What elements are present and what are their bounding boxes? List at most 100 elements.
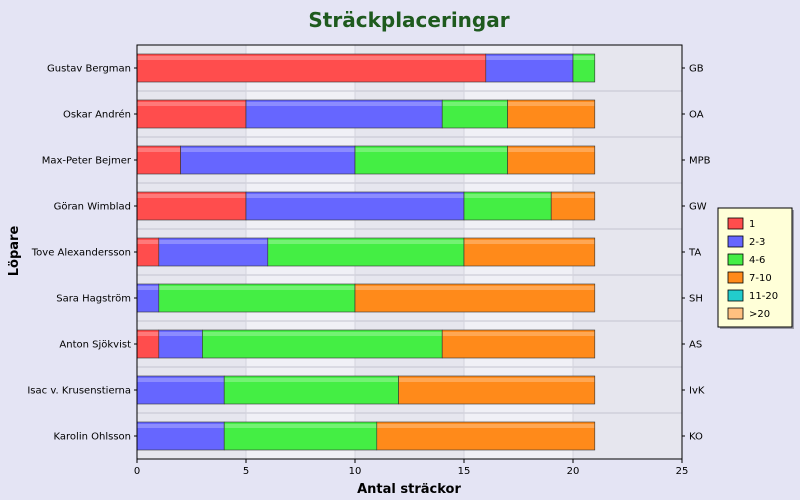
- category-label: Gustav Bergman: [47, 64, 131, 75]
- bar-highlight: [137, 424, 224, 428]
- bar-segment: [354, 283, 596, 313]
- bar-segment: [441, 329, 596, 359]
- legend-swatch: [727, 235, 744, 248]
- bar-highlight: [224, 424, 377, 428]
- bar-highlight: [399, 378, 595, 382]
- category-label: Karolin Ohlsson: [54, 432, 131, 443]
- category-label: Sara Hagström: [56, 294, 131, 305]
- bar-segment: [398, 375, 596, 405]
- bar-segment: [223, 375, 399, 405]
- bar-segment: [158, 237, 269, 267]
- bar-segment: [441, 99, 508, 129]
- legend-label: 1: [749, 219, 755, 230]
- bar-highlight: [551, 194, 595, 198]
- right-category-label: TA: [688, 248, 701, 259]
- bar-highlight: [508, 102, 595, 106]
- bar-segment: [572, 53, 596, 83]
- bar-segment: [245, 99, 443, 129]
- x-tick-label: 20: [567, 466, 580, 477]
- plot-frame: [136, 44, 683, 460]
- right-category-label: OA: [689, 110, 704, 121]
- legend-label: >20: [749, 309, 770, 320]
- category-label: Tove Alexandersson: [31, 248, 131, 259]
- legend-swatch: [727, 307, 744, 320]
- bar-segment: [376, 421, 596, 451]
- bar-highlight: [442, 332, 595, 336]
- chart-title: Sträckplaceringar: [308, 8, 509, 32]
- bar-highlight: [137, 194, 246, 198]
- bar-highlight: [464, 240, 595, 244]
- bar-highlight: [246, 102, 442, 106]
- bar-segment: [136, 53, 487, 83]
- bar-highlight: [137, 378, 224, 382]
- legend-swatch: [727, 253, 744, 266]
- bar-segment: [550, 191, 596, 221]
- right-category-label: IvK: [689, 386, 705, 397]
- category-label: Isac v. Krusenstierna: [27, 386, 131, 397]
- bar-highlight: [246, 194, 464, 198]
- legend-swatch: [727, 217, 744, 230]
- right-category-label: GW: [689, 202, 707, 213]
- bar-highlight: [573, 56, 595, 60]
- x-tick-label: 0: [134, 466, 140, 477]
- bar-segment: [136, 375, 225, 405]
- bar-segment: [136, 99, 247, 129]
- bar-highlight: [464, 194, 551, 198]
- bar-segment: [507, 145, 596, 175]
- bar-highlight: [137, 286, 159, 290]
- bar-highlight: [355, 286, 595, 290]
- bar-segment: [223, 421, 378, 451]
- bar-highlight: [377, 424, 595, 428]
- bar-highlight: [202, 332, 442, 336]
- bar-highlight: [137, 102, 246, 106]
- bar-segment: [136, 191, 247, 221]
- bar-highlight: [159, 332, 202, 336]
- category-label: Max-Peter Bejmer: [42, 156, 132, 167]
- legend-label: 4-6: [749, 255, 765, 266]
- axes: Gustav Bergman GB Oskar Andrén OA Max-Peter …: [27, 44, 711, 477]
- bar-highlight: [137, 332, 159, 336]
- bar-series: [136, 53, 596, 451]
- bar-segment: [245, 191, 465, 221]
- right-category-label: KO: [689, 432, 703, 443]
- legend-swatch: [727, 271, 744, 284]
- legend-label: 2-3: [749, 237, 765, 248]
- bar-segment: [136, 421, 225, 451]
- bar-highlight: [159, 286, 355, 290]
- bar-highlight: [181, 148, 355, 152]
- x-tick-label: 25: [676, 466, 689, 477]
- bar-highlight: [355, 148, 508, 152]
- bar-highlight: [137, 240, 159, 244]
- y-axis-title: Löpare: [7, 226, 22, 277]
- right-category-label: GB: [689, 64, 704, 75]
- x-tick-label: 15: [458, 466, 471, 477]
- legend: 1 2-3 4-6 7-10 11-20 >20: [717, 207, 794, 329]
- x-tick-label: 10: [349, 466, 362, 477]
- category-label: Anton Sjökvist: [59, 340, 131, 351]
- bar-segment: [180, 145, 356, 175]
- bar-highlight: [268, 240, 464, 244]
- bar-segment: [463, 237, 596, 267]
- bar-highlight: [137, 148, 181, 152]
- bar-segment: [507, 99, 596, 129]
- legend-label: 7-10: [749, 273, 772, 284]
- bar-highlight: [486, 56, 573, 60]
- bar-segment: [158, 283, 356, 313]
- bar-highlight: [508, 148, 595, 152]
- bar-segment: [136, 145, 181, 175]
- x-tick-label: 5: [243, 466, 249, 477]
- bar-highlight: [442, 102, 508, 106]
- bar-highlight: [159, 240, 268, 244]
- category-label: Oskar Andrén: [63, 109, 131, 121]
- bar-segment: [485, 53, 574, 83]
- bar-highlight: [224, 378, 399, 382]
- right-category-label: SH: [689, 294, 703, 305]
- bar-highlight: [137, 56, 486, 60]
- x-axis-title: Antal sträckor: [357, 482, 461, 497]
- category-label: Göran Wimblad: [54, 202, 131, 213]
- bar-segment: [267, 237, 465, 267]
- right-category-label: MPB: [689, 156, 711, 167]
- right-category-label: AS: [689, 340, 702, 351]
- legend-swatch: [727, 289, 744, 302]
